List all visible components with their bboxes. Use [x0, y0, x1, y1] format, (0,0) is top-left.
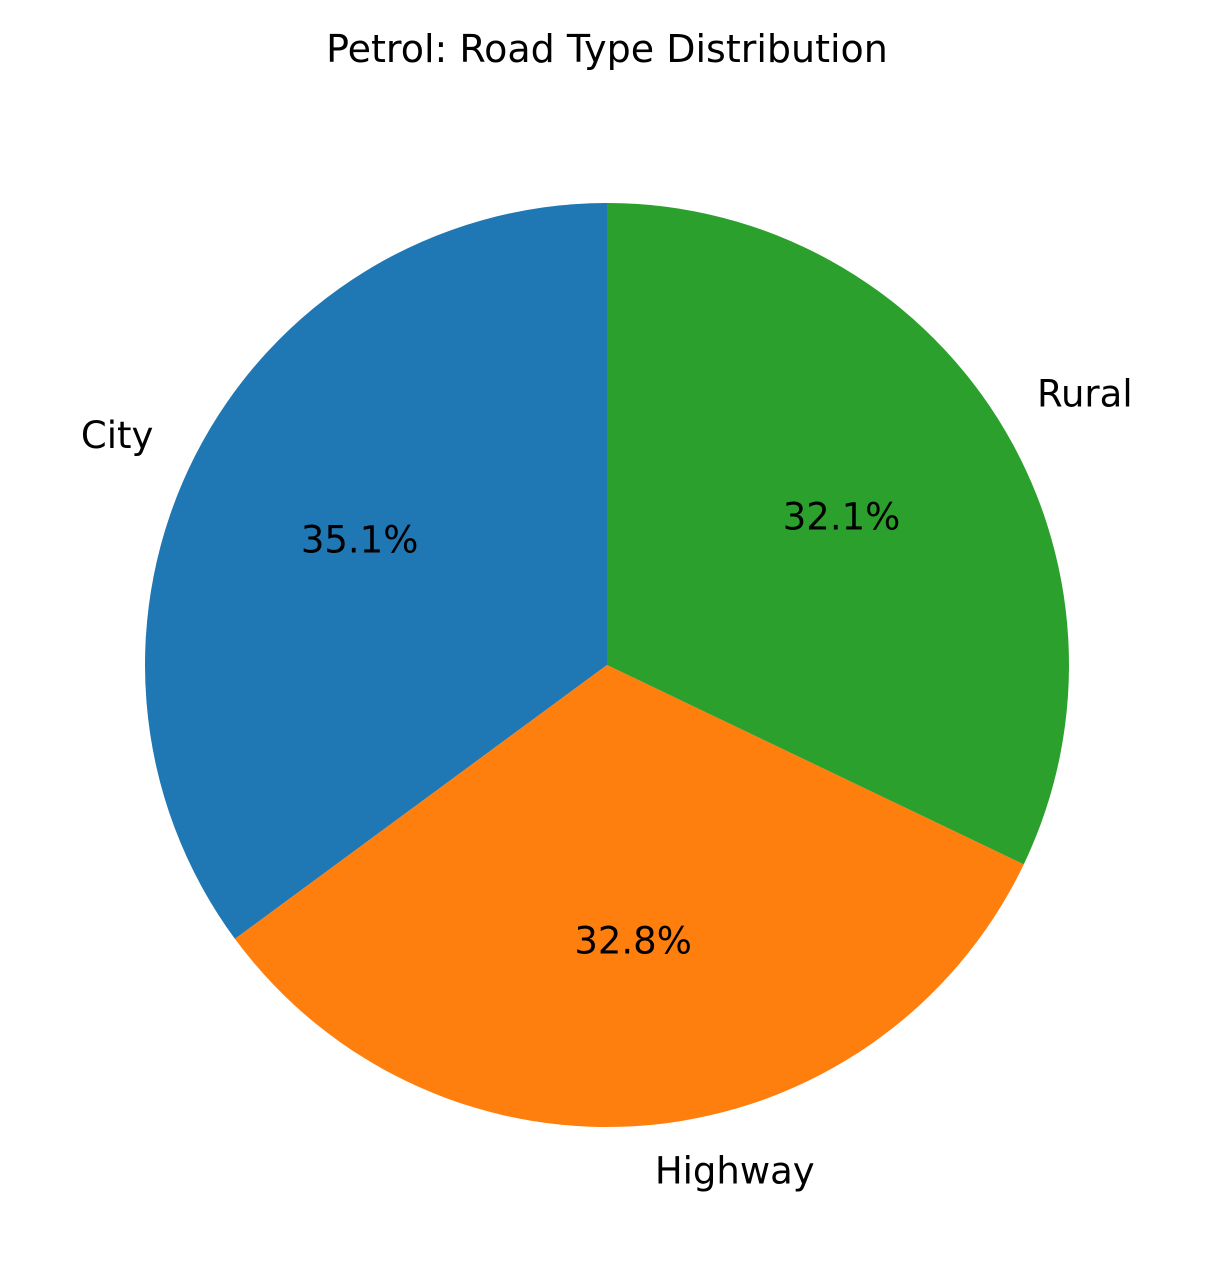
- pct-label-rural: 32.1%: [783, 496, 901, 539]
- slice-label-city: City: [81, 414, 154, 457]
- chart-title: Petrol: Road Type Distribution: [326, 27, 888, 71]
- pie-labels: City 35.1% Highway 32.8% Rural 32.1%: [81, 373, 1133, 1193]
- slice-label-highway: Highway: [655, 1149, 815, 1192]
- slice-label-rural: Rural: [1037, 373, 1133, 416]
- pie-slice-city: [145, 203, 607, 939]
- pct-label-highway: 32.8%: [574, 919, 692, 962]
- pie-slice-rural: [607, 203, 1069, 865]
- pie-slices: [145, 203, 1069, 1127]
- pie-slice-highway: [234, 665, 1024, 1127]
- pct-label-city: 35.1%: [301, 518, 419, 561]
